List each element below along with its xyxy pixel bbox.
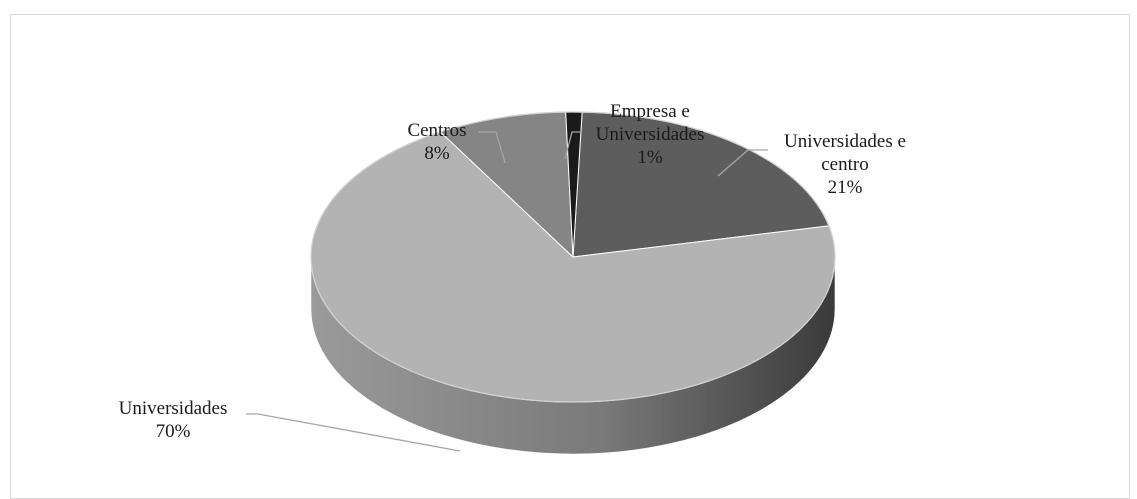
slice-percent-label: 1%	[637, 147, 663, 168]
leader-line	[478, 131, 506, 164]
leader-line	[564, 131, 582, 160]
slice-category-label: Empresa e	[610, 101, 690, 122]
pie-rim	[310, 111, 836, 403]
slice-category-label: Universidades	[596, 124, 705, 145]
leader-line	[246, 413, 461, 452]
pie-labels: Universidades ecentro21%Universidades70%…	[119, 101, 906, 442]
slice-percent-label: 21%	[828, 177, 863, 198]
pie-leader-lines	[246, 131, 768, 452]
slice-percent-label: 70%	[156, 421, 191, 442]
pie-top-faces	[310, 111, 836, 403]
slice-percent-label: 8%	[424, 143, 450, 164]
slice-category-label: Universidades e	[784, 131, 906, 152]
leader-line	[717, 149, 768, 177]
slice-category-label: Centros	[407, 120, 466, 141]
slice-category-label: centro	[821, 154, 868, 175]
slice-category-label: Universidades	[119, 398, 228, 419]
